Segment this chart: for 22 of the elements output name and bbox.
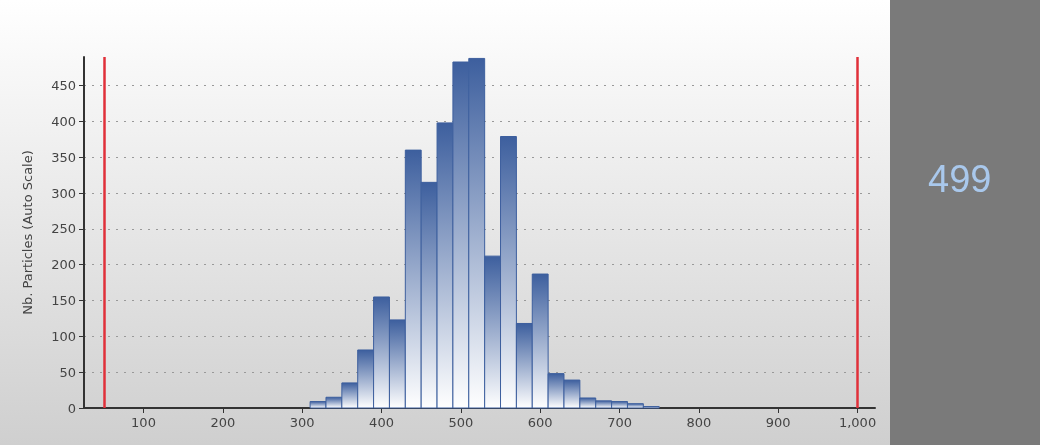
y-tick-label: 300 <box>51 185 76 201</box>
y-tick-label: 250 <box>51 221 76 237</box>
x-tick-label: 100 <box>131 415 156 430</box>
y-tick-label: 50 <box>59 364 76 380</box>
y-tick-label: 150 <box>51 293 76 309</box>
text: 499 <box>928 158 992 200</box>
y-tick-label: 100 <box>51 328 76 344</box>
y-tick-label: 200 <box>51 257 76 273</box>
y-tick-label: 400 <box>51 113 76 129</box>
x-tick-label: 500 <box>448 415 474 430</box>
y-tick-label: 0 <box>67 400 76 416</box>
x-tick-label: 600 <box>527 415 553 430</box>
x-tick-label: 700 <box>607 415 632 430</box>
x-tick-label: 1,000 <box>838 415 877 430</box>
y-tick-label: 350 <box>51 149 76 165</box>
x-tick-label: 800 <box>686 415 712 430</box>
y-axis-title: Nb. Particles (Auto Scale) <box>20 150 35 315</box>
x-tick-label: 400 <box>369 415 394 430</box>
y-tick-label: 450 <box>51 78 76 94</box>
x-tick-label: 200 <box>210 415 236 430</box>
x-tick-label: 900 <box>765 415 791 430</box>
x-tick-label: 300 <box>289 415 315 430</box>
